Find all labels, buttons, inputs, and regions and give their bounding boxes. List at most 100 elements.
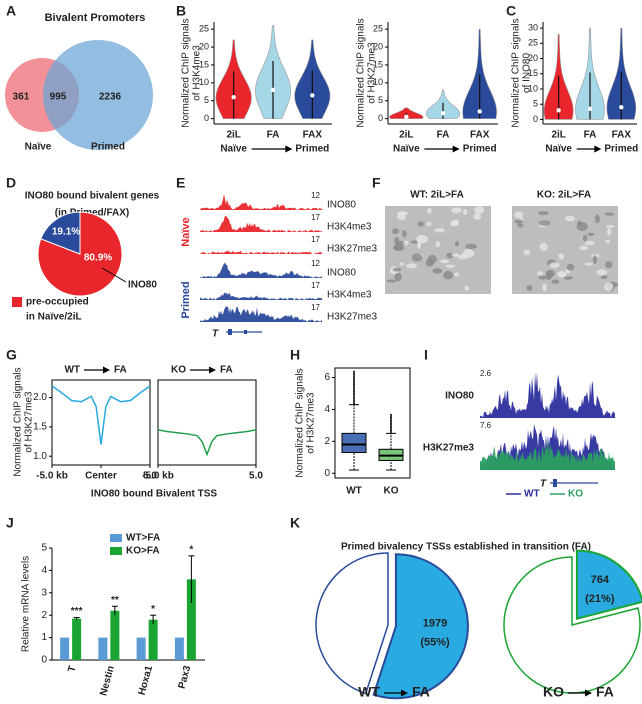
track-name: H3K4me3 — [327, 290, 372, 301]
cell — [523, 249, 531, 256]
signal-track — [200, 194, 322, 210]
cell — [600, 275, 608, 280]
y-axis-label: Normalized ChIP signals — [356, 18, 367, 127]
bar — [72, 618, 82, 660]
cell — [425, 258, 434, 267]
y-tick-label: 1 — [41, 632, 47, 643]
median — [310, 93, 315, 98]
y-tick-label: 4 — [41, 565, 47, 576]
category-group: Naïve — [393, 144, 420, 155]
cell — [546, 271, 552, 281]
cell — [605, 239, 611, 244]
bar — [60, 637, 70, 660]
track-name: INO80 — [327, 200, 356, 211]
y-tick-label: 20 — [199, 41, 209, 51]
image-title: KO: 2iL>FA — [537, 190, 591, 201]
x-tick-label: 2iL — [226, 130, 240, 141]
cell — [605, 224, 615, 228]
cell — [450, 207, 462, 214]
track-scale: 12 — [311, 259, 320, 268]
cell — [406, 263, 418, 269]
cell — [462, 249, 475, 258]
cell — [416, 235, 428, 244]
track-name: INO80 — [445, 391, 474, 402]
x-tick-label: FAX — [612, 130, 632, 141]
significance: * — [189, 544, 193, 555]
legend-swatch — [110, 534, 122, 542]
cell — [516, 223, 524, 228]
pie-slice — [372, 553, 469, 700]
signal-track — [480, 372, 615, 418]
arrow-head — [103, 366, 110, 374]
category-group: Naïve — [220, 144, 247, 155]
cell — [434, 228, 445, 233]
cell — [537, 271, 544, 276]
cell — [558, 252, 565, 260]
y-axis-label: of H3K4me3 — [192, 45, 203, 101]
panel-title: FA — [114, 365, 127, 376]
track-scale: 7.6 — [480, 421, 492, 430]
violin — [462, 28, 497, 119]
y-axis-label: of H3K27me3 — [367, 42, 378, 104]
track-scale: 17 — [311, 303, 320, 312]
x-axis-label: INO80 bound Bivalent TSS — [91, 489, 217, 500]
track-scale: 17 — [311, 281, 320, 290]
bar — [98, 637, 108, 660]
y-tick-label: 5 — [41, 543, 47, 554]
category-group: Primed — [604, 144, 638, 155]
x-tick-label: Nestin — [98, 665, 117, 697]
pie-count: 764 — [591, 574, 610, 586]
significance: ** — [111, 595, 119, 606]
pie-caption: WT — [358, 684, 380, 700]
bar — [186, 579, 196, 660]
profile-line — [157, 429, 257, 457]
y-tick-label: 2.0 — [33, 392, 47, 403]
venn-title: Bivalent Promoters — [45, 12, 146, 24]
cell — [454, 240, 460, 247]
panel-label: K — [290, 515, 300, 531]
y-axis-label: Normalized ChIP signals — [13, 367, 24, 476]
x-tick-label: KO — [384, 486, 399, 497]
bar — [148, 619, 158, 660]
group-label: Primed — [180, 281, 192, 318]
y-tick-label: 10 — [528, 83, 538, 93]
gene-name: T — [212, 329, 219, 340]
cell — [542, 283, 547, 292]
cell — [399, 262, 405, 266]
plot-frame — [334, 367, 411, 479]
panel-label: A — [6, 3, 16, 19]
bar — [136, 637, 146, 660]
pie-slice — [40, 211, 81, 255]
x-tick-label: Hoxa1 — [137, 664, 156, 696]
cell — [549, 262, 560, 269]
cell — [393, 244, 404, 251]
x-tick-label: FAX — [303, 130, 323, 141]
legend-label: KO>FA — [126, 546, 160, 557]
y-axis-label: of H3K27me3 — [24, 391, 35, 453]
y-tick-label: 15 — [528, 68, 538, 78]
cell — [439, 259, 450, 264]
arrow-head — [285, 145, 293, 153]
y-tick-label: 20 — [373, 41, 383, 51]
y-tick-label: 1.0 — [33, 451, 47, 462]
y-axis-label: Normalized ChIP signals — [181, 18, 192, 127]
pie-value-label: 19.1% — [52, 227, 80, 238]
signal-track — [200, 250, 322, 254]
y-tick-label: 5 — [204, 95, 209, 105]
cell — [592, 255, 598, 264]
group-label: Naïve — [180, 217, 192, 246]
x-tick-label: 2iL — [551, 130, 565, 141]
y-tick-label: 2 — [41, 610, 47, 621]
cell — [443, 270, 454, 280]
y-tick-label: 5 — [378, 95, 383, 105]
x-tick-label: T — [66, 665, 78, 674]
legend-swatch — [110, 547, 122, 555]
cell — [584, 241, 595, 246]
y-tick-label: 0 — [378, 113, 383, 123]
y-tick-label: 0 — [324, 468, 330, 479]
venn-count: 2236 — [99, 92, 122, 103]
panel-title: WT — [64, 365, 80, 376]
track-scale: 17 — [311, 213, 320, 222]
cell — [427, 207, 432, 214]
